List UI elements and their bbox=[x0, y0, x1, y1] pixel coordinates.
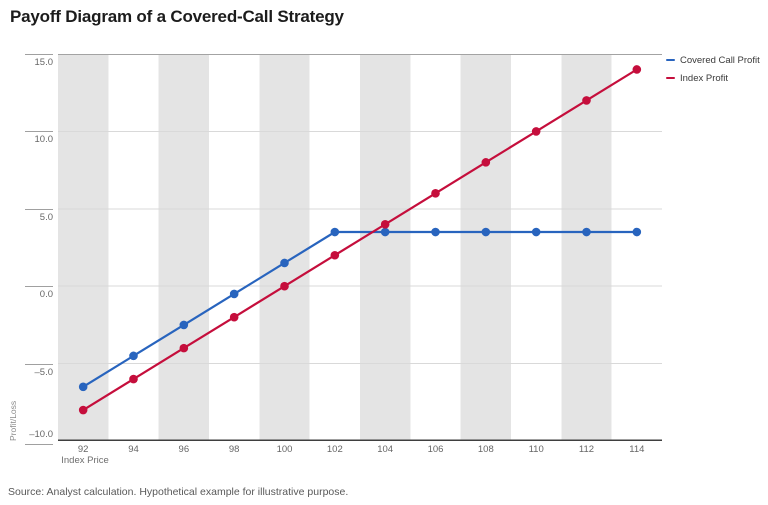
y-tick-mark bbox=[25, 286, 53, 288]
legend-label: Index Profit bbox=[680, 72, 729, 84]
index-profit-point bbox=[280, 281, 289, 291]
x-tick-label: 100 bbox=[276, 444, 293, 455]
covered-call-profit-point bbox=[330, 227, 340, 237]
covered-call-legend-marker bbox=[666, 58, 675, 62]
covered-call-profit-point bbox=[129, 351, 138, 361]
x-tick-label: 94 bbox=[128, 444, 139, 455]
source-note: Source: Analyst calculation. Hypothetica… bbox=[8, 486, 349, 498]
x-tick-label: 114 bbox=[629, 444, 645, 455]
background-band bbox=[561, 54, 612, 441]
y-tick-mark bbox=[25, 363, 53, 365]
covered-call-profit-line bbox=[82, 230, 637, 388]
y-tick-mark bbox=[25, 444, 53, 445]
y-tick-mark bbox=[25, 208, 53, 210]
index-profit-point bbox=[229, 312, 239, 322]
plot-area bbox=[58, 54, 662, 441]
index-profit-point bbox=[129, 374, 138, 384]
index-profit-point bbox=[582, 96, 591, 105]
x-tick-label: 92 bbox=[77, 444, 89, 455]
y-tick-label: 5.0 bbox=[39, 211, 53, 223]
background-band bbox=[158, 54, 209, 441]
covered-call-profit-point bbox=[380, 227, 390, 237]
index-profit-point bbox=[481, 158, 491, 167]
index-profit-legend-marker bbox=[666, 76, 675, 80]
x-tick-label: 112 bbox=[578, 444, 595, 455]
background-band bbox=[259, 54, 310, 441]
x-tick-label: 98 bbox=[228, 444, 240, 455]
index-profit-point bbox=[531, 127, 541, 136]
legend: Covered Call Profit Index Profit bbox=[666, 51, 760, 87]
x-tick-label: 106 bbox=[427, 444, 444, 455]
x-tick-label: 102 bbox=[326, 444, 343, 455]
y-tick-label: –5.0 bbox=[34, 366, 54, 378]
legend-label: Covered Call Profit bbox=[680, 54, 760, 66]
background-band bbox=[360, 54, 411, 441]
chart-title: Payoff Diagram of a Covered-Call Strateg… bbox=[10, 7, 344, 26]
x-axis-title: Index Price bbox=[61, 455, 109, 466]
x-tick-label: 110 bbox=[528, 444, 544, 455]
index-profit-point bbox=[380, 219, 390, 229]
index-profit-point bbox=[78, 405, 88, 415]
covered-call-profit-point bbox=[78, 382, 88, 392]
y-tick-label: –10.0 bbox=[29, 429, 53, 440]
legend-item-covered-call: Covered Call Profit bbox=[666, 51, 760, 69]
covered-call-profit-point bbox=[531, 227, 541, 237]
y-tick-mark bbox=[25, 54, 53, 55]
covered-call-profit-point bbox=[431, 227, 440, 237]
x-tick-label: 104 bbox=[377, 444, 394, 455]
background-band bbox=[460, 54, 511, 441]
index-profit-point bbox=[632, 65, 642, 74]
y-tick-label: 0.0 bbox=[39, 289, 53, 301]
x-tick-label: 108 bbox=[477, 444, 494, 455]
covered-call-profit-point bbox=[179, 320, 189, 330]
covered-call-profit-point bbox=[229, 289, 239, 299]
x-tick-label: 96 bbox=[178, 444, 190, 455]
legend-item-index-profit: Index Profit bbox=[666, 69, 760, 87]
covered-call-profit-point bbox=[632, 227, 642, 237]
index-profit-point bbox=[330, 250, 340, 260]
index-profit-point bbox=[179, 343, 189, 353]
covered-call-profit-point bbox=[582, 227, 591, 237]
covered-call-profit-point bbox=[280, 258, 289, 268]
y-tick-label: 15.0 bbox=[34, 57, 54, 68]
y-axis-title: Profit/Loss bbox=[8, 400, 18, 441]
y-tick-mark bbox=[25, 131, 53, 133]
y-tick-label: 10.0 bbox=[34, 134, 54, 146]
covered-call-profit-point bbox=[481, 227, 491, 237]
index-profit-line bbox=[82, 68, 638, 411]
index-profit-point bbox=[431, 189, 440, 198]
